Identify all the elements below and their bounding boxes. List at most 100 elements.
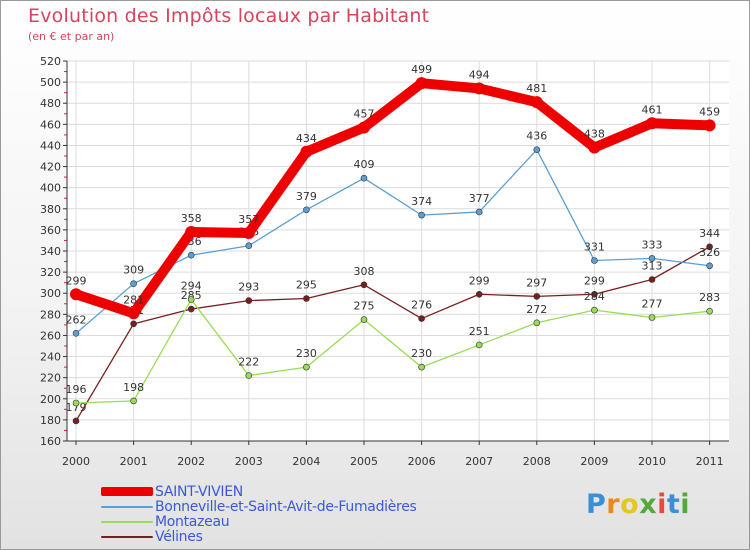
data-point <box>360 281 368 289</box>
legend-item: Vélines <box>101 529 417 545</box>
y-tick-label: 340 <box>40 245 61 258</box>
y-tick-label: 180 <box>40 414 61 427</box>
data-label: 294 <box>181 280 202 293</box>
data-label: 377 <box>469 192 490 205</box>
data-label: 277 <box>642 298 663 311</box>
data-point <box>185 226 198 238</box>
y-tick-label: 480 <box>40 97 61 110</box>
data-point <box>475 208 483 216</box>
logo-letter: P <box>586 489 607 520</box>
data-point <box>127 307 140 320</box>
x-tick-label: 2009 <box>580 455 608 468</box>
data-point <box>130 280 137 288</box>
data-label: 438 <box>584 128 605 141</box>
y-tick-label: 320 <box>40 266 61 279</box>
data-point <box>475 290 483 298</box>
data-point <box>303 206 310 214</box>
data-label: 299 <box>66 274 87 287</box>
y-tick-label: 400 <box>40 182 61 195</box>
data-point <box>360 174 368 182</box>
data-point <box>591 306 598 314</box>
data-point <box>646 117 658 130</box>
x-tick-label: 2002 <box>177 455 205 468</box>
data-point <box>187 296 195 303</box>
chart-legend: SAINT-VIVIEN Bonneville-et-Saint-Avit-de-… <box>101 483 417 545</box>
data-point <box>245 242 253 250</box>
data-label: 461 <box>642 103 663 116</box>
data-label: 275 <box>354 300 375 313</box>
data-point <box>72 399 80 407</box>
series-line <box>75 298 711 404</box>
data-label: 179 <box>66 401 87 414</box>
data-point <box>706 307 713 315</box>
data-label: 459 <box>699 105 720 118</box>
data-point <box>130 397 137 405</box>
data-point <box>72 330 80 337</box>
data-point <box>300 145 313 158</box>
data-point <box>533 146 541 153</box>
data-label: 281 <box>123 293 144 306</box>
y-tick-label: 360 <box>40 224 61 237</box>
data-label: 230 <box>296 347 317 360</box>
data-label: 251 <box>469 325 490 338</box>
y-tick-label: 380 <box>40 203 61 216</box>
logo-letter: i <box>657 489 667 520</box>
data-point <box>418 363 425 371</box>
x-tick-label: 2004 <box>292 455 320 468</box>
legend-swatch <box>101 487 153 496</box>
data-point <box>245 372 253 379</box>
legend-swatch <box>101 505 153 508</box>
data-point <box>591 257 598 264</box>
data-label: 436 <box>526 130 547 143</box>
y-tick-label: 260 <box>40 329 61 342</box>
y-tick-label: 440 <box>40 139 61 152</box>
y-tick-label: 240 <box>40 351 61 364</box>
data-point <box>533 319 541 327</box>
data-label: 198 <box>123 381 144 394</box>
data-point <box>358 121 370 134</box>
data-label: 358 <box>181 212 202 225</box>
data-point <box>706 243 713 251</box>
data-point <box>72 417 80 425</box>
data-label: 357 <box>238 213 259 226</box>
data-label: 262 <box>66 313 87 326</box>
data-label: 308 <box>354 265 375 278</box>
chart-title: Evolution des Impôts locaux par Habitant <box>28 5 430 27</box>
data-label: 326 <box>699 246 720 259</box>
data-label: 457 <box>354 108 375 121</box>
data-point <box>360 316 368 323</box>
logo-letter: o <box>620 489 640 520</box>
legend-swatch <box>101 535 153 538</box>
data-point <box>648 276 656 283</box>
data-label: 331 <box>584 241 605 254</box>
data-point <box>187 251 195 259</box>
data-label: 276 <box>411 299 432 312</box>
data-label: 344 <box>699 227 720 240</box>
logo-letter: i <box>680 489 691 520</box>
y-tick-label: 280 <box>40 308 61 321</box>
legend-label: SAINT-VIVIEN <box>155 483 243 500</box>
data-label: 379 <box>296 190 317 203</box>
legend-label: Montazeau <box>155 513 230 530</box>
data-point <box>703 119 716 132</box>
data-point <box>303 363 310 371</box>
data-label: 297 <box>526 276 547 289</box>
data-point <box>706 262 713 270</box>
x-tick-label: 2006 <box>408 455 436 468</box>
data-label: 313 <box>642 260 663 273</box>
chart-subtitle: (en € et par an) <box>28 30 115 43</box>
data-label: 309 <box>123 264 144 277</box>
x-tick-label: 2010 <box>638 455 666 468</box>
data-point <box>591 290 598 298</box>
series-line <box>71 78 715 319</box>
data-label: 196 <box>66 383 87 396</box>
series-line <box>75 149 711 334</box>
data-point <box>418 211 425 219</box>
data-point <box>473 82 486 95</box>
series-line <box>75 246 711 422</box>
x-tick-label: 2007 <box>465 455 493 468</box>
x-tick-label: 2003 <box>235 455 263 468</box>
data-point <box>418 315 425 322</box>
logo-letter: x <box>639 489 658 520</box>
